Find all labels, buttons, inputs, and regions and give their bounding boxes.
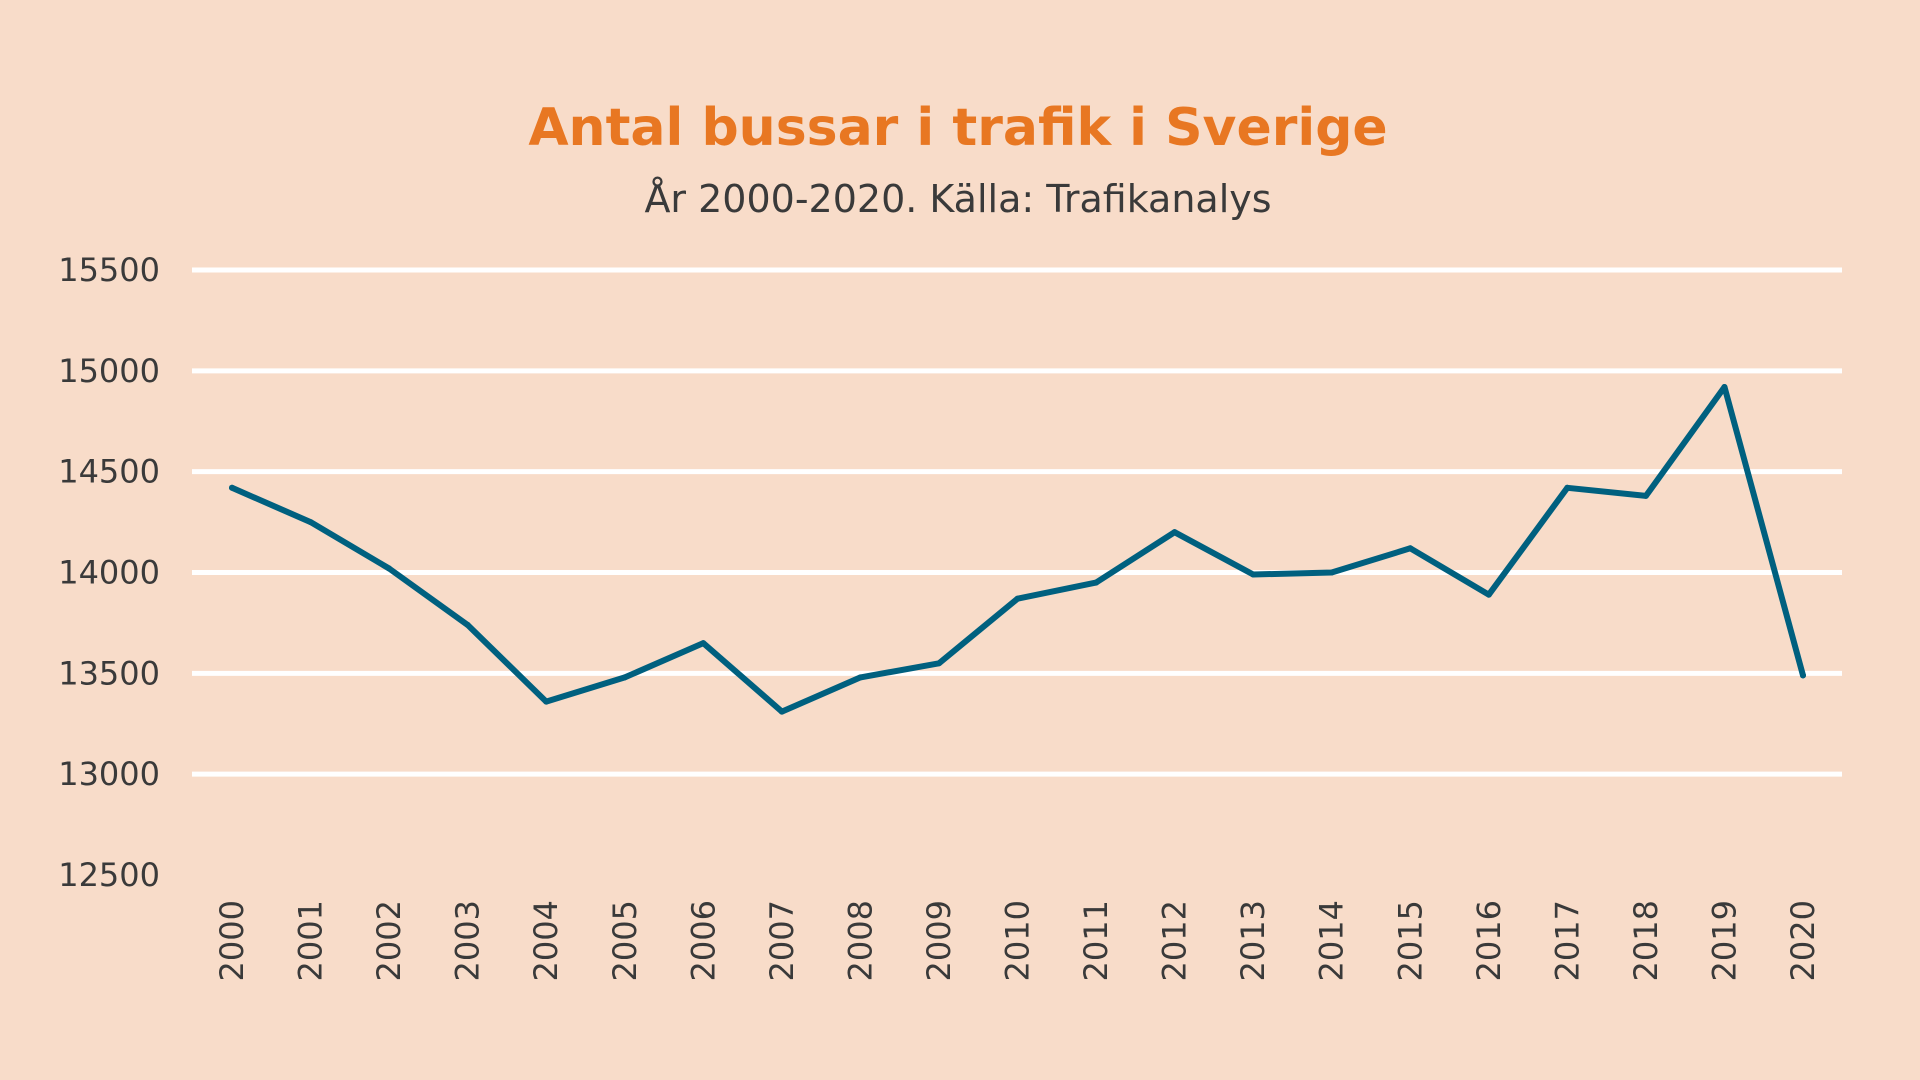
data-point: [1407, 545, 1414, 552]
x-tick-label: 2011: [1077, 900, 1115, 981]
data-point: [386, 565, 393, 572]
data-point: [700, 640, 707, 647]
x-tick-label: 2002: [370, 900, 408, 981]
x-tick-label: 2018: [1627, 900, 1665, 981]
x-tick-label: 2003: [449, 900, 487, 981]
x-tick-label: 2015: [1391, 900, 1429, 981]
data-point: [1014, 595, 1021, 602]
y-tick-label: 15500: [58, 251, 160, 289]
y-tick-label: 15000: [58, 352, 160, 390]
y-tick-label: 12500: [58, 856, 160, 894]
data-point: [1093, 579, 1100, 586]
chart-subtitle: År 2000-2020. Källa: Trafikanalys: [644, 177, 1271, 221]
series: [229, 383, 1806, 715]
x-tick-label: 2016: [1470, 900, 1508, 981]
y-tick-label: 14500: [58, 453, 160, 491]
chart-title: Antal bussar i trafik i Sverige: [528, 98, 1387, 158]
x-tick-label: 2005: [606, 900, 644, 981]
x-tick-label: 2008: [841, 900, 879, 981]
y-tick-label: 14000: [58, 554, 160, 592]
y-axis-ticks: 12500 13000 13500 14000 14500 15000 15500: [58, 251, 160, 894]
data-point: [229, 484, 235, 491]
x-tick-label: 2004: [527, 900, 565, 981]
x-tick-label: 2013: [1234, 900, 1272, 981]
x-tick-label: 2007: [763, 900, 801, 981]
x-tick-label: 2010: [999, 900, 1037, 981]
data-point: [778, 708, 785, 715]
data-point: [464, 621, 471, 628]
data-point: [1800, 672, 1806, 679]
x-tick-label: 2012: [1156, 900, 1194, 981]
data-point: [1721, 383, 1728, 390]
x-tick-label: 2006: [684, 900, 722, 981]
x-tick-label: 2017: [1548, 900, 1586, 981]
data-point: [621, 674, 628, 681]
data-point: [1485, 591, 1492, 598]
data-point: [857, 674, 864, 681]
x-tick-label: 2001: [292, 900, 330, 981]
gridlines: [192, 267, 1842, 777]
data-point: [1642, 492, 1649, 499]
x-tick-label: 2020: [1784, 900, 1822, 981]
data-point: [543, 698, 550, 705]
data-point: [1328, 569, 1335, 576]
y-tick-label: 13000: [58, 755, 160, 793]
data-point: [307, 519, 314, 526]
x-axis-ticks: 2000 2001 2002 2003 2004 2005 2006 2007 2008 2009…: [213, 900, 1822, 981]
x-tick-label: 2000: [213, 900, 251, 981]
data-point: [1564, 484, 1571, 491]
x-tick-label: 2014: [1313, 900, 1351, 981]
x-tick-label: 2009: [920, 900, 958, 981]
data-point: [935, 660, 942, 667]
x-tick-label: 2019: [1705, 900, 1743, 981]
data-point: [1171, 529, 1178, 536]
data-point: [1250, 571, 1257, 578]
y-tick-label: 13500: [58, 654, 160, 692]
